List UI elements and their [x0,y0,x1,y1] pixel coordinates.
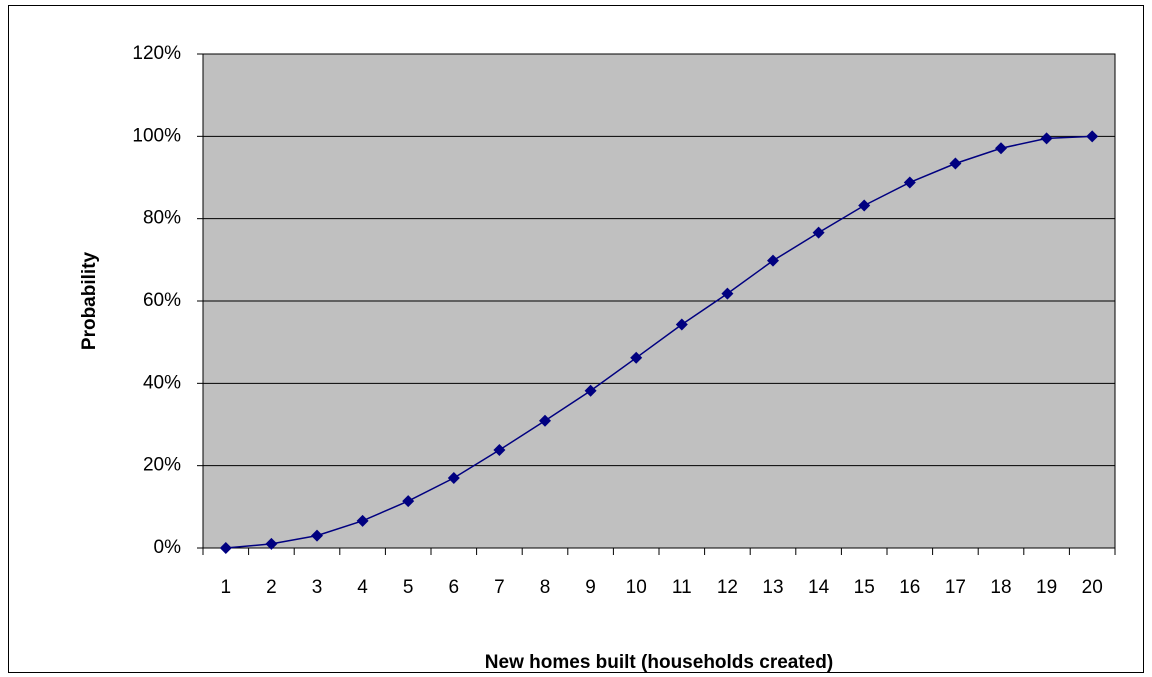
y-axis-label: Probability [79,251,100,350]
x-axis-label: New homes built (households created) [485,652,833,673]
y-tick-label: 80% [143,208,181,229]
data-point [219,542,232,554]
x-tick-label: 12 [717,577,738,598]
x-tick-label: 8 [540,577,551,598]
data-point [949,157,962,170]
x-tick-label: 4 [357,577,368,598]
x-tick-label: 1 [221,577,232,598]
data-point [767,254,779,267]
x-tick-label: 17 [945,577,966,598]
x-tick-label: 19 [1036,577,1057,598]
data-point [493,444,506,457]
x-tick-label: 3 [312,577,323,598]
data-point [402,495,415,508]
y-tick-label: 0% [154,537,182,558]
data-point [995,142,1007,155]
x-tick-label: 2 [266,577,277,598]
data-point [356,514,369,527]
x-tick-label: 20 [1082,577,1103,598]
data-point [447,472,460,485]
y-tick-label: 120% [132,43,181,64]
x-tick-label: 15 [854,577,875,598]
y-tick-label: 20% [143,455,181,476]
x-tick-label: 18 [990,577,1011,598]
x-tick-label: 13 [762,577,783,598]
data-point [721,287,734,300]
x-tick-label: 10 [626,577,647,598]
data-point [1040,132,1053,145]
y-tick-label: 100% [132,125,181,146]
y-tick-label: 40% [143,372,181,393]
x-tick-label: 6 [449,577,460,598]
data-point [812,226,825,239]
x-tick-label: 11 [672,577,692,598]
x-tick-label: 5 [403,577,414,598]
data-point [539,414,551,427]
data-point [858,199,871,212]
y-tick-label: 60% [143,290,181,311]
data-point [903,176,916,189]
x-tick-label: 9 [585,577,596,598]
data-point [630,351,643,364]
data-point [675,318,688,331]
series-line [225,135,1093,549]
data-point [265,537,278,550]
data-point [584,384,597,397]
data-point [311,529,323,542]
x-tick-label: 16 [899,577,920,598]
data-point [1086,130,1099,143]
x-tick-label: 7 [494,577,505,598]
x-tick-label: 14 [808,577,830,598]
